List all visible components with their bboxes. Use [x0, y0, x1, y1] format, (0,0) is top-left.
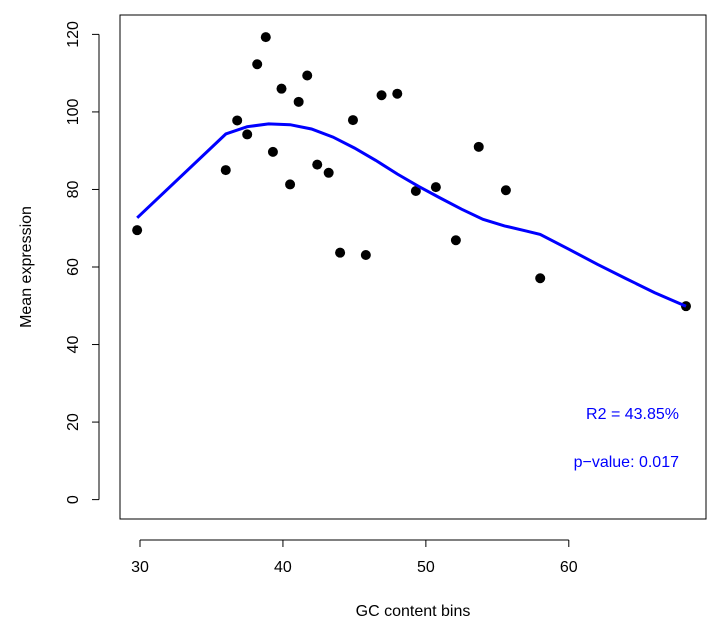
data-point [376, 90, 387, 101]
x-tick-label: 30 [131, 559, 149, 576]
data-point [430, 182, 441, 193]
x-tick-label: 60 [560, 559, 578, 576]
data-point [252, 59, 263, 70]
data-point [473, 141, 484, 152]
data-point [302, 70, 313, 81]
r2-annotation: R2 = 43.85% [586, 406, 679, 423]
data-point [276, 83, 287, 94]
data-point [335, 247, 346, 258]
data-point [535, 273, 546, 284]
data-point [220, 165, 231, 176]
data-point [232, 115, 243, 126]
y-tick-label: 0 [65, 495, 82, 504]
data-point [267, 146, 278, 157]
y-tick-label: 120 [65, 21, 82, 48]
data-point [293, 96, 304, 107]
x-axis: 30 40 50 60 [131, 539, 578, 576]
y-tick-label: 80 [65, 180, 82, 198]
data-point [312, 159, 323, 170]
x-tick-label: 50 [417, 559, 435, 576]
data-point [242, 129, 253, 140]
y-axis: 0 20 40 60 80 100 120 [65, 21, 100, 504]
data-point [285, 179, 296, 190]
data-point [260, 32, 271, 43]
y-axis-title: Mean expression [18, 206, 35, 328]
x-tick-label: 40 [274, 559, 292, 576]
data-points [132, 32, 691, 312]
data-point [132, 225, 143, 236]
data-point [360, 249, 371, 260]
y-tick-label: 60 [65, 258, 82, 276]
data-point [347, 115, 358, 126]
x-axis-title: GC content bins [356, 603, 471, 620]
pvalue-annotation: p−value: 0.017 [574, 454, 680, 471]
data-point [450, 235, 461, 246]
y-tick-label: 40 [65, 336, 82, 354]
data-point [323, 167, 334, 178]
y-tick-label: 100 [65, 98, 82, 125]
data-point [500, 185, 511, 196]
data-point [410, 186, 421, 197]
data-point [392, 88, 403, 99]
plot-frame [119, 14, 707, 520]
y-tick-label: 20 [65, 413, 82, 431]
fit-line [136, 122, 687, 308]
